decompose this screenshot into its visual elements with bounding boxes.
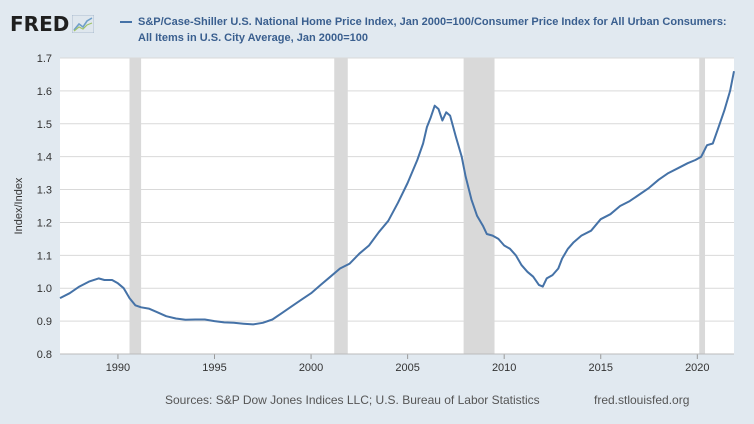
chart-svg[interactable]: 0.8 0.9 1.0 1.1 1.2 1.3 1.4 1.5 1.6 1.7 1990 1995 2… — [0, 48, 754, 388]
y-tick-label: 1.7 — [37, 53, 52, 65]
y-tick-label: 1.0 — [37, 283, 52, 295]
y-tick-label: 1.1 — [37, 250, 52, 262]
recession-band — [463, 58, 495, 354]
chart-area: 0.8 0.9 1.0 1.1 1.2 1.3 1.4 1.5 1.6 1.7 1990 1995 2… — [0, 48, 754, 388]
chart-legend: S&P/Case-Shiller U.S. National Home Pric… — [120, 14, 740, 46]
y-tick-label: 1.4 — [37, 152, 52, 164]
x-tick-label: 1990 — [106, 362, 130, 374]
series-line[interactable] — [59, 71, 735, 326]
y-tick-label: 1.3 — [37, 185, 52, 197]
site-link[interactable]: fred.stlouisfed.org — [594, 393, 690, 407]
chart-header: FRED S&P/Case-Shiller U.S. National Home… — [10, 8, 750, 52]
recession-band — [129, 58, 142, 354]
y-tick-label: 1.6 — [37, 86, 52, 98]
recession-band — [699, 58, 706, 354]
legend-series-title: S&P/Case-Shiller U.S. National Home Pric… — [138, 16, 727, 44]
x-tick-label: 2015 — [589, 362, 613, 374]
y-tick-label: 1.5 — [37, 119, 52, 131]
y-tick-label: 1.2 — [37, 217, 52, 229]
legend-swatch — [120, 21, 132, 23]
x-axis-ticks: 1990 1995 2000 2005 2010 2015 2020 — [60, 353, 734, 374]
recession-band — [334, 58, 348, 354]
x-tick-label: 2000 — [299, 362, 323, 374]
y-axis-ticks: 0.8 0.9 1.0 1.1 1.2 1.3 1.4 1.5 1.6 1.7 — [37, 53, 52, 361]
x-tick-label: 2020 — [685, 362, 709, 374]
series-lines — [59, 71, 735, 326]
logo-text: FRED — [10, 12, 70, 36]
fred-logo[interactable]: FRED — [10, 12, 95, 36]
x-tick-label: 2010 — [492, 362, 516, 374]
y-axis-label: Index/Index — [13, 177, 25, 234]
recession-bands — [129, 58, 706, 354]
y-tick-label: 0.8 — [37, 349, 52, 361]
sources-text: Sources: S&P Dow Jones Indices LLC; U.S.… — [165, 393, 540, 407]
x-tick-label: 2005 — [395, 362, 419, 374]
x-tick-label: 1995 — [202, 362, 226, 374]
y-tick-label: 0.9 — [37, 316, 52, 328]
chart-footer: Sources: S&P Dow Jones Indices LLC; U.S.… — [0, 393, 754, 413]
line-chart-icon — [72, 15, 95, 33]
